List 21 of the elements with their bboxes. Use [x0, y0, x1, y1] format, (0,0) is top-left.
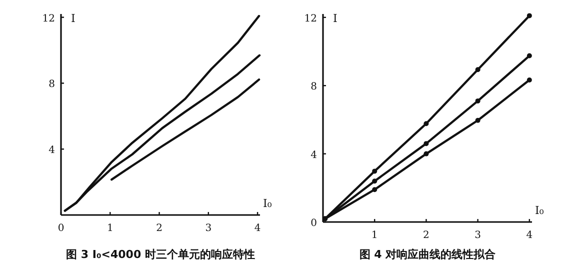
- x-tick-label: 1: [106, 223, 114, 234]
- y-tick-label: 4: [310, 150, 317, 161]
- y-tick-label: 4: [48, 145, 55, 156]
- x-tick-label: 4: [254, 223, 261, 234]
- x-tick-label: 1: [371, 230, 378, 241]
- x-tick-label: 2: [423, 230, 430, 241]
- x-tick-label: 4: [526, 230, 533, 241]
- y-tick-label: 8: [310, 82, 317, 93]
- x-tick-label: 2: [156, 223, 162, 234]
- x-axis-title: I₀: [535, 204, 544, 217]
- x-tick-label: 0: [58, 223, 64, 234]
- x-axis-title: I₀: [263, 197, 272, 210]
- x-tick-label: 3: [474, 230, 481, 241]
- y-axis-title: I: [71, 12, 76, 25]
- x-tick-label: 3: [205, 223, 212, 234]
- text: 图 3 I₀<4000 时三个单元的响应特性: [66, 248, 255, 261]
- y-tick-label: 8: [48, 79, 55, 90]
- y-tick-label: 12: [42, 13, 55, 24]
- text: 图 4 对响应曲线的线性拟合: [359, 248, 497, 261]
- y-axis-title: I: [333, 12, 338, 25]
- y-tick-label: 12: [304, 13, 317, 24]
